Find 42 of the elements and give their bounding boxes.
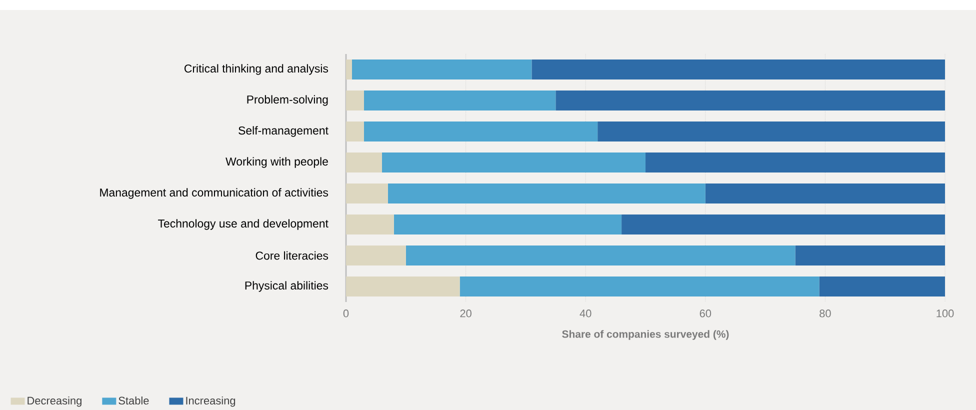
bar (460, 276, 820, 297)
x-axis-title: Share of companies surveyed (%) (562, 330, 729, 340)
legend-label: Decreasing (28, 396, 82, 407)
y-tick-label: Working with people (226, 157, 328, 168)
bar (388, 184, 706, 204)
bar (346, 276, 460, 297)
bar (705, 184, 946, 204)
legend-label: Stable (118, 396, 149, 405)
bar (346, 152, 382, 173)
bar (346, 214, 394, 235)
y-tick-label: Critical thinking and analysis (184, 64, 328, 75)
bar (382, 152, 646, 173)
y-tick-label: Self-management (238, 126, 328, 137)
y-tick-label: Problem-solving (247, 95, 328, 106)
bar (346, 60, 352, 80)
bar (346, 90, 364, 111)
legend-label: Increasing (186, 396, 236, 407)
bar (622, 214, 946, 235)
bar (819, 276, 946, 297)
bar (394, 214, 622, 235)
x-tick-label: 20 (460, 310, 472, 318)
y-tick-label: Physical abilities (245, 281, 328, 292)
bar (352, 60, 532, 80)
x-tick-label: 40 (580, 310, 592, 318)
bar (646, 152, 946, 173)
y-tick-label: Technology use and development (158, 219, 328, 230)
x-tick-label: 80 (820, 310, 831, 318)
bar (795, 246, 946, 266)
bar (598, 122, 946, 142)
x-tick-label: 60 (700, 310, 712, 318)
bar (556, 90, 946, 111)
y-tick-label: Management and communication of activities (100, 188, 328, 199)
x-tick-label: 100 (936, 310, 954, 318)
bar (532, 60, 946, 80)
bar (364, 90, 556, 111)
bar (346, 184, 388, 204)
y-tick-label: Core literacies (256, 251, 328, 260)
bar (346, 246, 406, 266)
bar (346, 122, 364, 142)
bar (406, 246, 796, 266)
bar (364, 122, 598, 142)
x-tick-label: 0 (343, 310, 349, 318)
